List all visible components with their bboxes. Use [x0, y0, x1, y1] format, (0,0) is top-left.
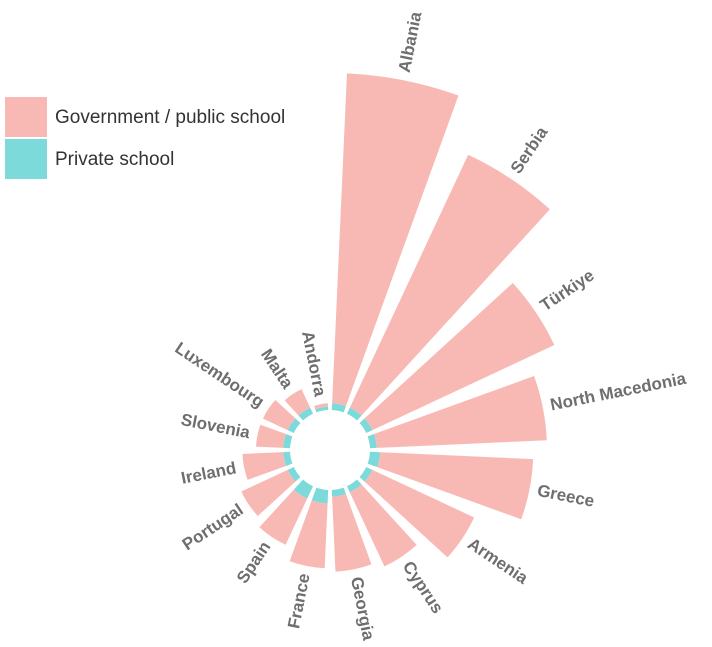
category-label: Malta: [257, 345, 297, 392]
category-label: Slovenia: [179, 410, 252, 442]
bar-segment: [349, 484, 417, 567]
bar-segment: [293, 479, 314, 499]
bar-segment: [242, 452, 286, 480]
bar-segment: [377, 452, 534, 520]
bar-segment: [332, 494, 372, 572]
bar-segment: [374, 376, 547, 448]
bar-segment: [364, 469, 475, 558]
bar-segment: [315, 406, 329, 413]
category-label: Türkiye: [537, 266, 598, 315]
legend-label: Private school: [55, 149, 174, 170]
bar-segment: [331, 487, 346, 497]
category-label: France: [284, 572, 314, 630]
category-label: Greece: [536, 481, 596, 511]
bar-segment: [287, 466, 301, 482]
category-label: Armenia: [464, 534, 532, 588]
bar-segment: [346, 407, 362, 421]
category-label: Cyprus: [399, 558, 447, 617]
bar-segment: [367, 434, 377, 449]
bar-segment: [359, 418, 373, 434]
bar-segment: [287, 418, 301, 434]
bar-segment: [331, 403, 346, 413]
bar-segment: [298, 407, 314, 421]
bar-segment: [332, 73, 459, 406]
category-label: Albania: [395, 10, 426, 74]
category-label: Ireland: [179, 458, 237, 488]
bar-segment: [256, 424, 286, 448]
bar-segment: [283, 451, 293, 466]
category-label: Portugal: [179, 500, 247, 554]
bar-segment: [283, 434, 293, 449]
bar-segment: [262, 400, 296, 431]
bar-segment: [364, 282, 555, 431]
bar-segment: [241, 469, 296, 517]
bar-segment: [311, 487, 329, 504]
category-label: Luxembourg: [171, 338, 267, 411]
category-label: Georgia: [347, 575, 378, 642]
bar-segment: [314, 403, 329, 410]
bar-segment: [289, 500, 328, 569]
bar-segment: [349, 154, 550, 416]
category-label: Serbia: [507, 123, 552, 177]
legend-label: Government / public school: [55, 107, 285, 128]
legend-swatch: [5, 97, 47, 137]
bar-segment: [367, 451, 381, 468]
legend-swatch: [5, 139, 47, 179]
bar-segment: [346, 479, 362, 493]
bar-segment: [359, 466, 373, 482]
category-label: North Macedonia: [549, 369, 688, 415]
bar-segment: [259, 489, 308, 545]
category-label: Andorra: [298, 329, 330, 398]
bar-segment: [284, 389, 311, 416]
category-label: Spain: [233, 538, 275, 587]
